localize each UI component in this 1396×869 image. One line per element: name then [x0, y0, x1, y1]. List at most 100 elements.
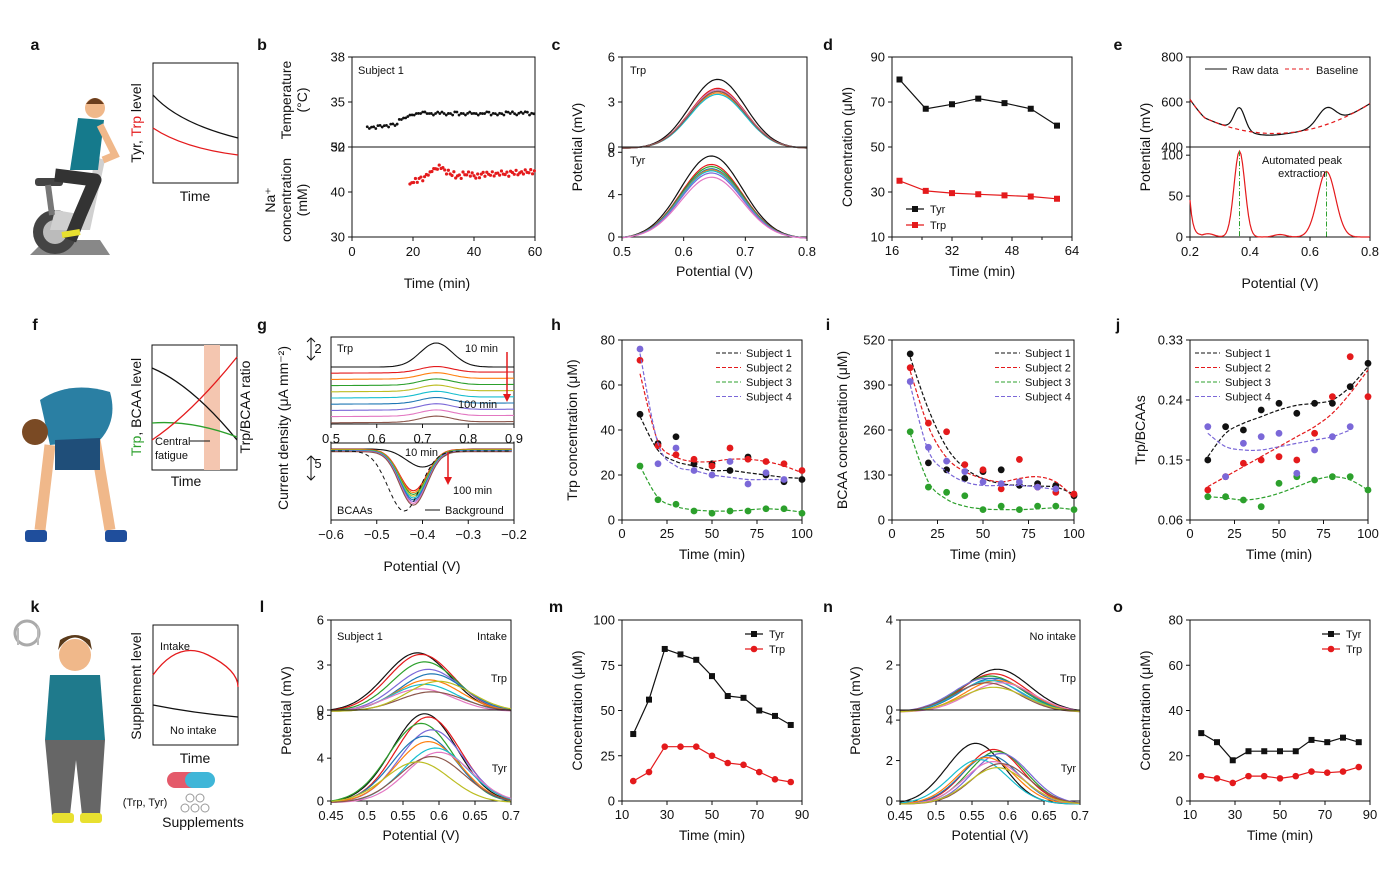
curve — [621, 87, 808, 149]
x-tick-label: 0 — [618, 526, 625, 541]
data-point — [1070, 490, 1078, 498]
y-axis-label: Potential (mV) — [278, 666, 294, 755]
fit-line — [1207, 476, 1369, 501]
curve — [330, 668, 512, 712]
x-tick-label: −0.3 — [455, 527, 481, 542]
condition-label: Intake — [477, 631, 507, 643]
data-point — [645, 768, 653, 776]
panel-o: 0 20 40 60 80 10 30 50 70 90 Tyr Trp Time (min) Conce… — [1137, 613, 1377, 844]
data-point — [1277, 748, 1283, 755]
data-point — [1311, 476, 1318, 484]
data-point — [1346, 383, 1354, 391]
data-point — [961, 461, 969, 469]
y-tick-label: 400 — [1161, 140, 1183, 155]
data-point — [1257, 456, 1265, 464]
shoe — [80, 813, 102, 823]
x-tick-label: 0.65 — [462, 808, 487, 823]
data-point — [692, 743, 700, 750]
na-label-1: Na⁺ — [262, 187, 278, 212]
data-point — [771, 775, 779, 783]
temperature-point — [489, 113, 493, 117]
annotation: fatigue — [155, 450, 188, 462]
data-point — [726, 444, 734, 452]
curve — [331, 756, 512, 803]
top-label: Trp — [491, 673, 507, 685]
legend-marker — [912, 206, 918, 212]
na-point — [457, 173, 461, 177]
trend-box — [152, 62, 239, 184]
data-point — [762, 469, 770, 477]
y-tick-label: 390 — [863, 378, 885, 393]
data-point — [756, 707, 763, 714]
data-point — [1214, 739, 1220, 746]
data-point — [672, 500, 680, 508]
curve — [621, 176, 808, 239]
temperature-point — [402, 116, 405, 120]
data-point — [1261, 748, 1268, 755]
intake-line — [152, 649, 239, 688]
scale-label: 2 — [314, 341, 321, 356]
panel-d: 10 30 50 70 90 16 32 48 64 Tyr Trp Time (min) Concen… — [839, 50, 1079, 280]
supplement-caption: (Trp, Tyr) — [123, 797, 168, 809]
y-tick-label: 3 — [608, 95, 615, 110]
legend-label: Subject 2 — [1025, 363, 1071, 375]
x-tick-label: 70 — [750, 807, 764, 822]
data-point — [762, 458, 770, 465]
shoe — [61, 229, 81, 238]
trp-curve — [331, 342, 514, 368]
x-tick-label: 0.6 — [999, 808, 1017, 823]
na-point — [490, 170, 494, 174]
no-intake-label: No intake — [170, 725, 216, 737]
temperature-point — [479, 111, 482, 115]
cutlery-icon — [17, 626, 39, 645]
data-point — [1364, 486, 1372, 494]
panel-l: 0 3 6 Trp 0 4 8 Tyr 0.45 0.5 0.55 0.6 0.65 0.7 Potenti… — [278, 613, 520, 844]
background-curve — [331, 450, 512, 512]
panel-j: 0.06 0.15 0.24 0.33 0 25 50 75 100 Subject 1 Subje… — [1132, 333, 1379, 563]
data-point — [724, 693, 731, 700]
ratio-trend-line — [151, 356, 238, 441]
curve — [330, 740, 512, 803]
x-axis-label: Time (min) — [1246, 546, 1312, 562]
data-point — [772, 712, 778, 719]
data-point — [979, 506, 987, 514]
data-point — [1070, 506, 1078, 514]
granule — [190, 803, 200, 813]
data-point — [726, 467, 734, 474]
na-point — [419, 175, 423, 179]
fit-line — [639, 373, 803, 474]
temperature-point — [446, 112, 450, 115]
data-point — [690, 467, 698, 474]
legend-marker — [1328, 631, 1334, 637]
y-tick-label: 800 — [1161, 50, 1183, 65]
y-tick-label: 3 — [317, 658, 324, 673]
temperature-point — [455, 110, 459, 114]
x-tick-label: 16 — [885, 243, 899, 258]
data-point — [1052, 502, 1060, 510]
y-axis-label-right: Trp/BCAA ratio — [237, 360, 253, 453]
y-axis-label: Tyr, Trp level — [128, 83, 144, 162]
bike-post — [45, 184, 55, 216]
data-point — [744, 480, 752, 488]
x-tick-label: 0.5 — [322, 431, 340, 446]
y-tick-label: 600 — [1161, 95, 1183, 110]
data-point — [636, 345, 644, 353]
x-tick-label: 10 — [1183, 807, 1197, 822]
temperature-point — [395, 122, 399, 126]
data-point — [1311, 446, 1318, 454]
fit-line — [909, 370, 1075, 498]
y-tick-label: 50 — [331, 140, 345, 155]
trp-curve — [331, 384, 514, 393]
data-point — [949, 101, 955, 108]
data-point — [975, 95, 982, 102]
bottom-frame — [1189, 146, 1371, 238]
y-tick-label: 0 — [608, 513, 615, 528]
x-tick-label: 20 — [406, 244, 420, 259]
temperature-point — [434, 112, 437, 115]
temperature-point — [521, 112, 525, 115]
bottom-label: Tyr — [492, 763, 508, 775]
na-point — [503, 172, 507, 177]
x-tick-label: 90 — [1363, 807, 1377, 822]
fit-line — [639, 465, 803, 513]
annotation: extraction — [1278, 168, 1326, 180]
